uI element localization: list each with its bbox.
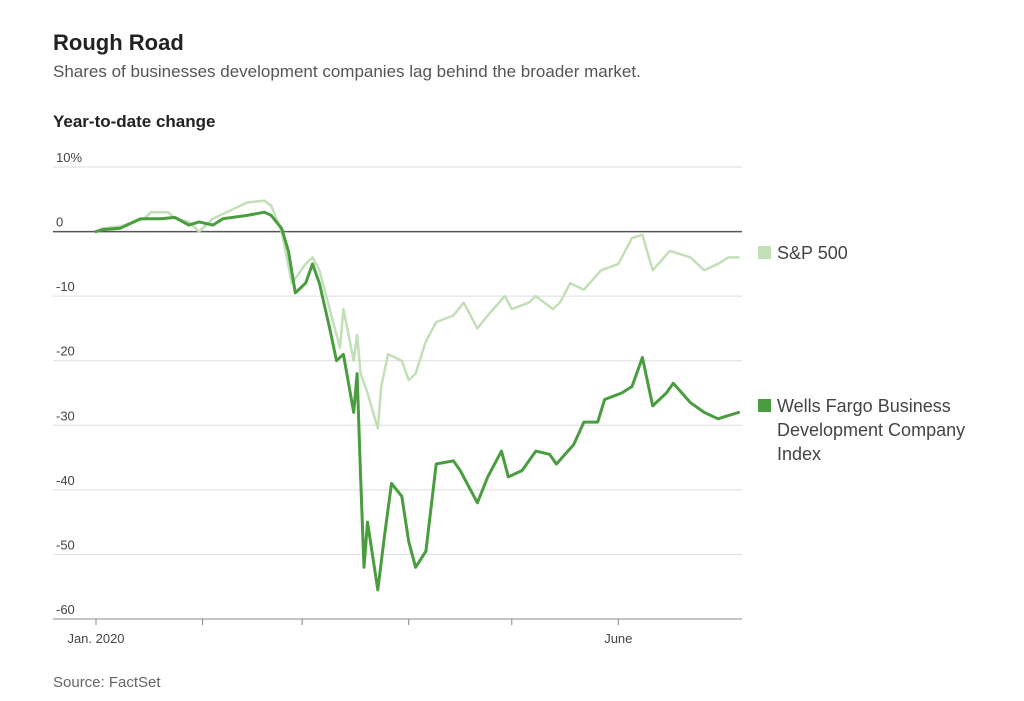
series-lines: [94, 199, 741, 592]
y-tick-label: -20: [56, 344, 75, 359]
legend-label-bdc: Wells Fargo Business Development Company…: [777, 396, 966, 464]
bdc-swatch: [758, 399, 771, 412]
tick-labels: 10% 0 -10 -20 -30 -40 -50 -60 Jan. 2020 June: [56, 150, 632, 646]
legend-label-sp500: S&P 500: [777, 243, 848, 263]
source-note: Source: FactSet: [53, 674, 161, 691]
y-tick-label: -30: [56, 408, 75, 423]
bdc-index-line: [94, 210, 741, 592]
x-tick-label: June: [604, 631, 632, 646]
chart-subtitle: Shares of businesses development compani…: [53, 62, 641, 81]
y-axis-label: Year-to-date change: [53, 112, 216, 131]
y-tick-label: -10: [56, 279, 75, 294]
x-axis: [53, 618, 742, 625]
y-tick-label: -40: [56, 473, 75, 488]
chart-title: Rough Road: [53, 30, 184, 55]
y-tick-label: 0: [56, 215, 63, 230]
y-tick-label: -50: [56, 537, 75, 552]
sp500-line: [94, 199, 740, 430]
y-tick-label: 10%: [56, 150, 82, 165]
legend-item-sp500: S&P 500: [758, 241, 998, 265]
sp500-swatch: [758, 246, 771, 259]
legend-item-bdc: Wells Fargo Business Development Company…: [758, 394, 993, 466]
y-tick-label: -60: [56, 602, 75, 617]
x-tick-label: Jan. 2020: [67, 631, 124, 646]
